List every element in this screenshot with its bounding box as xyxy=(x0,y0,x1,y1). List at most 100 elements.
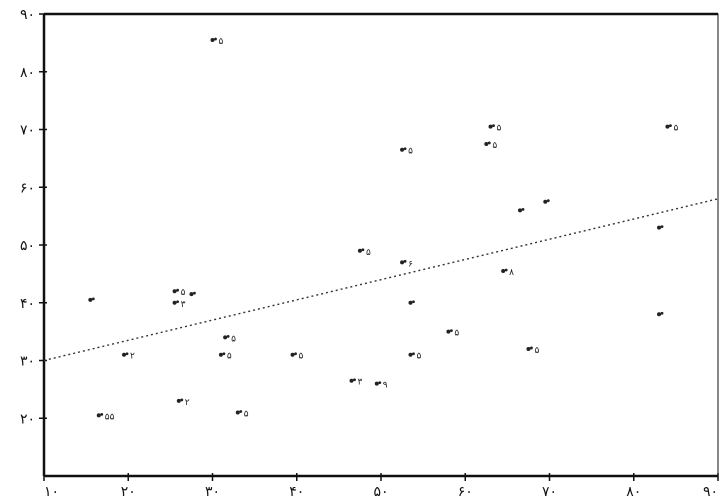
data-point xyxy=(408,300,415,305)
point-marker xyxy=(96,413,101,418)
data-point: ۵ xyxy=(400,147,413,157)
point-marker-secondary xyxy=(412,300,415,304)
data-point xyxy=(88,297,95,302)
point-marker-secondary xyxy=(530,346,533,350)
data-point: ۵۵ xyxy=(96,412,115,422)
point-marker-secondary xyxy=(176,288,179,292)
point-label: ۵ xyxy=(534,346,539,356)
point-marker xyxy=(210,37,215,42)
point-marker xyxy=(400,147,405,152)
point-label: ۵ xyxy=(408,147,413,157)
point-marker xyxy=(665,124,670,129)
data-point: ۵ xyxy=(665,124,678,134)
point-marker xyxy=(172,289,177,294)
point-label: ۵ xyxy=(181,288,186,298)
point-label: ۵ xyxy=(366,248,371,258)
x-tick-label: ۶۰ xyxy=(458,484,473,500)
point-marker-secondary xyxy=(222,352,226,356)
point-marker-secondary xyxy=(669,124,672,128)
point-marker-secondary xyxy=(403,259,407,263)
plot-frame xyxy=(42,12,719,478)
point-label: ۲ xyxy=(130,352,135,362)
point-marker xyxy=(526,346,531,351)
data-point: ۵ xyxy=(408,352,421,362)
point-marker xyxy=(374,381,379,386)
y-tick-label: ۵۰ xyxy=(20,238,35,254)
point-label: ۵ xyxy=(492,141,497,151)
data-point: ۵ xyxy=(210,37,224,47)
point-marker-secondary xyxy=(193,291,196,295)
data-point: ۵ xyxy=(235,409,249,419)
data-point: ۲ xyxy=(122,352,135,362)
point-label: ۵ xyxy=(231,334,236,344)
regression-line xyxy=(43,198,719,362)
data-point: ۵ xyxy=(484,141,497,151)
point-label: ۵ xyxy=(673,124,678,134)
point-marker xyxy=(218,352,223,357)
point-marker-secondary xyxy=(660,225,664,229)
y-axis: ۲۰ ۳۰ ۴۰ ۵۰ ۶۰ ۷۰ ۸۰ ۹۰ xyxy=(20,7,47,427)
point-marker xyxy=(357,248,362,253)
data-point: ۵ xyxy=(446,329,459,339)
point-label: ۵ xyxy=(219,37,224,47)
point-marker-secondary xyxy=(239,410,243,413)
data-point: ۵ xyxy=(526,346,539,356)
data-point: ۵ xyxy=(488,124,502,134)
point-label: ۵۵ xyxy=(105,412,115,422)
point-marker-secondary xyxy=(180,398,184,402)
point-marker xyxy=(122,352,127,357)
point-label: ۶ xyxy=(408,259,413,269)
point-marker xyxy=(543,199,548,204)
point-marker xyxy=(189,292,194,297)
point-marker-secondary xyxy=(361,248,365,252)
data-point xyxy=(657,225,664,230)
data-point: ۶ xyxy=(400,259,413,269)
point-label: ۲ xyxy=(185,398,190,408)
point-marker-secondary xyxy=(353,378,356,382)
point-label: ۳ xyxy=(358,378,363,388)
point-marker xyxy=(518,208,523,213)
point-marker-secondary xyxy=(412,352,415,356)
data-point: ۸ xyxy=(501,268,514,278)
point-label: ۳ xyxy=(181,300,186,310)
point-marker xyxy=(484,141,489,146)
y-tick-label: ۷۰ xyxy=(20,123,35,139)
point-marker xyxy=(349,378,354,383)
y-tick-label: ۳۰ xyxy=(20,354,35,370)
data-point: ۳ xyxy=(349,378,363,388)
x-tick-label: ۹۰ xyxy=(703,484,718,500)
plot-border xyxy=(43,13,719,477)
data-point xyxy=(657,311,664,317)
data-point: ۵ xyxy=(290,352,304,362)
point-marker xyxy=(408,300,413,305)
data-point: ۳ xyxy=(172,300,186,310)
data-point: ۵ xyxy=(223,334,236,344)
point-label: ۵ xyxy=(244,409,249,419)
y-tick-label: ۴۰ xyxy=(20,296,35,312)
x-tick-label: ۲۰ xyxy=(121,484,136,500)
point-marker xyxy=(488,124,493,129)
point-marker xyxy=(176,398,181,403)
y-tick-label: ۶۰ xyxy=(20,180,35,196)
point-label: ۵ xyxy=(299,352,304,362)
data-point xyxy=(518,207,525,213)
x-axis: ۱۰ ۲۰ ۳۰ ۴۰ ۵۰ ۶۰ ۷۰ ۸۰ ۹۰ xyxy=(43,473,719,500)
point-marker-secondary xyxy=(91,297,95,301)
point-marker xyxy=(172,300,177,305)
point-marker-secondary xyxy=(176,300,179,304)
point-marker xyxy=(657,312,662,317)
x-tick-label: ۱۰ xyxy=(44,484,59,500)
point-marker xyxy=(657,225,662,230)
point-marker xyxy=(400,260,405,265)
point-marker xyxy=(501,268,506,273)
point-marker-secondary xyxy=(546,199,550,203)
point-marker-secondary xyxy=(492,124,495,128)
y-tick-label: ۸۰ xyxy=(20,65,35,81)
data-point xyxy=(189,291,196,297)
point-marker-secondary xyxy=(487,141,491,145)
x-tick-label: ۸۰ xyxy=(626,484,641,500)
y-tick-label: ۲۰ xyxy=(20,411,35,427)
data-point xyxy=(543,199,550,204)
